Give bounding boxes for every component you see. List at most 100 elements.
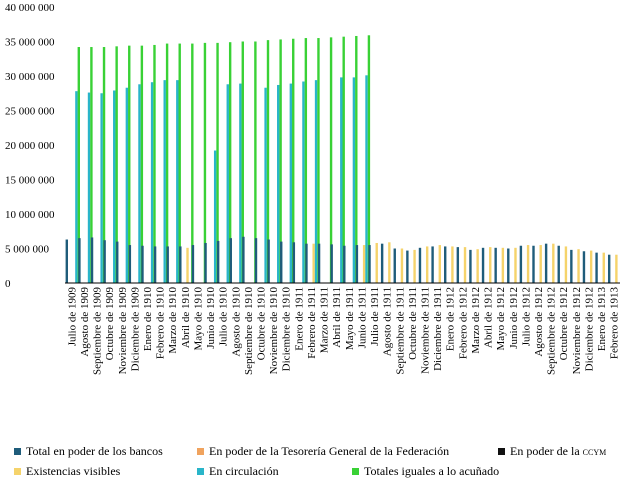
x-tick-label: Marzo de 1911	[319, 287, 331, 353]
bar-total-bancos	[557, 245, 560, 283]
x-tick-label: Enero de 1913	[596, 287, 608, 352]
bar-totales	[153, 44, 156, 284]
bar-circulacion	[125, 87, 129, 283]
bar-totales	[292, 38, 295, 283]
bar-existencias	[375, 242, 378, 283]
bar-existencias	[362, 245, 366, 283]
bar-total-bancos	[216, 240, 220, 283]
bar-total-bancos	[229, 238, 232, 283]
bar-existencias	[589, 250, 593, 283]
bar-existencias	[413, 249, 416, 283]
legend-swatch	[14, 467, 21, 475]
bar-totales	[304, 38, 308, 283]
bar-total-bancos	[280, 241, 283, 283]
x-tick-label: Julio de 1911	[369, 287, 381, 346]
legend-label: Existencias visibles	[26, 463, 121, 478]
bar-circulacion	[302, 81, 305, 284]
bar-totales	[317, 38, 320, 283]
x-tick-label: Abril de 1912	[483, 287, 495, 348]
legend-label: Total en poder de los bancos	[26, 443, 163, 458]
bar-totales	[228, 42, 232, 283]
bar-total-bancos	[116, 241, 119, 283]
x-tick-label: Octubre de 1910	[256, 287, 268, 361]
bar-existencias	[514, 247, 517, 283]
x-tick-label: Mayo de 1912	[495, 287, 507, 351]
bar-total-bancos	[330, 244, 333, 283]
bar-existencias	[577, 249, 580, 283]
x-tick-label: Septiembre de 1909	[92, 287, 104, 375]
x-tick-label: Junio de 1911	[356, 287, 368, 348]
x-tick-label: Junio de 1910	[205, 287, 217, 349]
legend-item-circulacion: En circulación	[197, 462, 279, 480]
bar-totales	[77, 47, 80, 283]
y-axis: 0 5 000 000 10 000 000 15 000 000 20 000 000…	[5, 2, 55, 290]
bar-existencias	[501, 247, 505, 283]
bar-circulacion	[264, 87, 267, 283]
bar-totales	[241, 41, 244, 283]
bar-totales	[140, 45, 144, 283]
x-tick-label: Agosto de 1911	[382, 287, 394, 356]
legend-item-ccym: En poder de la ccym	[498, 442, 606, 460]
y-tick-label: 0	[5, 278, 11, 290]
bar-totales	[355, 35, 358, 284]
bar-existencias	[186, 247, 189, 283]
bar-total-bancos	[65, 239, 68, 283]
legend-swatch	[352, 467, 359, 475]
x-tick-label: Julio de 1909	[66, 287, 78, 347]
bar-totales	[128, 45, 131, 283]
x-tick-label: Febrero de 1913	[609, 287, 621, 360]
bar-existencias	[476, 249, 479, 283]
x-tick-label: Marzo de 1910	[167, 287, 179, 354]
bar-circulacion	[213, 150, 217, 283]
bar-circulacion	[352, 77, 356, 283]
legend-item-existencias: Existencias visibles	[14, 462, 120, 480]
y-tick-label: 15 000 000	[5, 175, 55, 187]
x-tick-label: Diciembre de 1912	[583, 287, 595, 371]
x-tick-label: Agosto de 1912	[533, 287, 545, 357]
bar-existencias	[489, 247, 492, 283]
bar-totales	[203, 42, 207, 283]
bar-total-bancos	[355, 245, 359, 283]
bar-totales	[115, 46, 118, 283]
y-tick-label: 30 000 000	[5, 71, 55, 83]
bars	[65, 35, 618, 284]
bar-circulacion	[163, 80, 166, 283]
x-tick-label: Septiembre de 1911	[394, 287, 406, 375]
bar-total-bancos	[141, 245, 144, 283]
bar-total-bancos	[153, 246, 157, 283]
bar-total-bancos	[128, 245, 132, 283]
x-tick-label: Diciembre de 1909	[129, 287, 141, 372]
x-tick-label: Julio de 1910	[218, 287, 230, 347]
bar-total-bancos	[582, 251, 586, 283]
bar-total-bancos	[544, 243, 548, 283]
y-tick-label: 25 000 000	[5, 106, 55, 118]
bar-total-bancos	[368, 245, 371, 283]
bar-totales	[191, 43, 194, 283]
bar-existencias	[539, 245, 542, 283]
bar-circulacion	[289, 83, 293, 283]
x-tick-label: Mayo de 1910	[192, 287, 204, 351]
legend-swatch	[197, 467, 204, 475]
bar-total-bancos	[406, 250, 409, 283]
x-tick-label: Septiembre de 1912	[546, 287, 558, 375]
bar-circulacion	[100, 93, 103, 283]
x-tick-label: Octubre de 1909	[104, 287, 116, 361]
bar-total-bancos	[570, 249, 573, 283]
legend-swatch	[498, 447, 505, 455]
bar-total-bancos	[103, 240, 106, 283]
legend-label: Totales iguales a lo acuñado	[364, 463, 500, 478]
bar-circulacion	[239, 83, 242, 283]
bar-total-bancos	[267, 239, 270, 283]
legend-label: En poder de la Tesorería General de la F…	[209, 443, 450, 458]
bar-total-bancos	[431, 246, 434, 283]
x-tick-label: Octubre de 1912	[558, 287, 570, 360]
bar-circulacion	[75, 91, 78, 284]
legend-item-totales: Totales iguales a lo acuñado	[352, 462, 499, 480]
bar-total-bancos	[418, 247, 422, 283]
x-tick-label: Mayo de 1911	[344, 287, 356, 350]
x-tick-label: Diciembre de 1911	[432, 287, 444, 371]
legend-item-total-bancos: Total en poder de los bancos	[14, 442, 163, 460]
x-tick-label: Junio de 1912	[508, 287, 520, 349]
bar-circulacion	[150, 82, 154, 284]
x-tick-label: Julio de 1912	[520, 287, 532, 346]
